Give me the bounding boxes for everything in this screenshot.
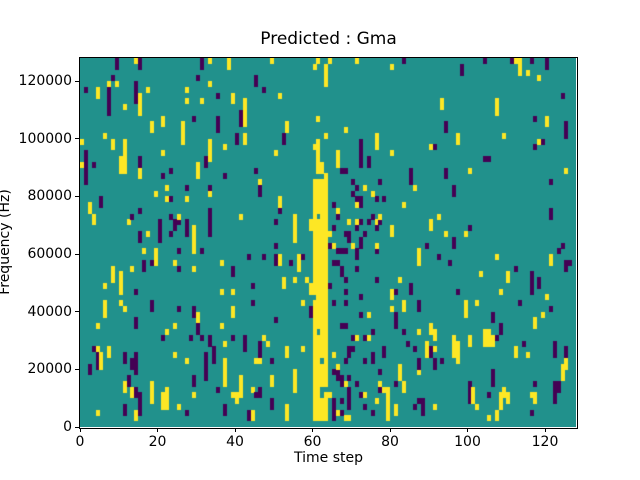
y-tick-mark: [75, 426, 79, 428]
x-tick-label: 60: [303, 434, 322, 450]
y-tick-label: 20000: [27, 361, 72, 378]
x-tick-mark: [312, 428, 313, 432]
y-tick-mark: [75, 368, 79, 370]
x-axis-label: Time step: [294, 450, 363, 466]
y-tick-mark: [75, 253, 79, 255]
y-tick-mark: [75, 311, 79, 313]
x-tick-mark: [79, 428, 81, 432]
y-tick-mark: [75, 195, 79, 197]
x-tick-mark: [544, 428, 546, 432]
y-tick-label: 60000: [27, 246, 72, 263]
y-tick-label: 0: [63, 419, 72, 435]
y-tick-mark: [75, 80, 79, 82]
y-tick-label: 40000: [27, 303, 72, 320]
x-tick-label: 40: [226, 434, 244, 450]
x-tick-mark: [157, 428, 158, 432]
x-tick-mark: [234, 428, 236, 432]
x-tick-label: 120: [531, 434, 559, 450]
y-tick-label: 100000: [18, 130, 72, 147]
x-tick-mark: [467, 428, 468, 432]
y-tick-label: 120000: [18, 73, 72, 90]
chart-title: Predicted : Gma: [260, 29, 397, 49]
y-axis-label: Frequency (Hz): [0, 189, 13, 295]
x-tick-label: 20: [148, 434, 167, 450]
x-tick-mark: [389, 428, 391, 432]
x-tick-label: 0: [75, 434, 85, 450]
plot-frame: [79, 57, 578, 429]
x-tick-label: 100: [454, 434, 481, 450]
x-tick-label: 80: [381, 434, 399, 450]
y-tick-mark: [75, 138, 79, 140]
y-tick-label: 80000: [27, 188, 72, 205]
heatmap-canvas: [80, 58, 576, 427]
